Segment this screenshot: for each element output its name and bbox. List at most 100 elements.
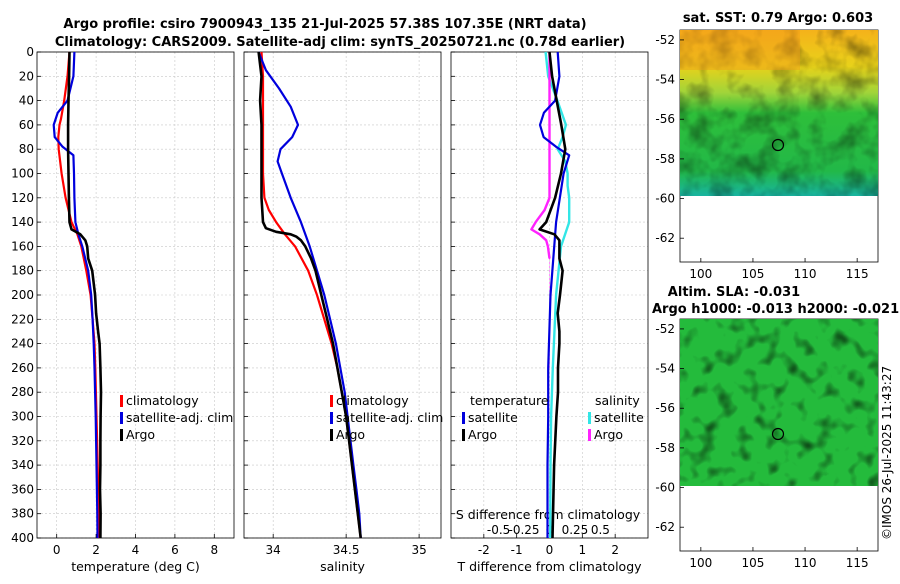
legend-argo-label: Argo [336,427,365,442]
sst-field-texture [680,30,878,196]
lat-tick-label: -62 [655,520,675,534]
legend-satellite-label: satellite-adj. clim [126,410,233,425]
lat-tick-label: -56 [655,112,675,126]
x-tick-label: 1 [579,543,587,557]
legend-satellite-label: satellite-adj. clim [336,410,443,425]
lon-tick-label: 105 [741,556,764,570]
legend-argo-swatch [330,429,333,441]
lat-tick-label: -60 [655,192,675,206]
lat-tick-label: -58 [655,441,675,455]
lon-tick-label: 115 [846,267,869,281]
y-tick-label: 140 [11,215,34,229]
sla-map: Altim. SLA: -0.031 Argo h1000: -0.013 h2… [652,285,899,570]
y-tick-label: 60 [19,118,34,132]
sla-map-title: Altim. SLA: -0.031 [668,285,800,300]
x-axis-label: salinity [320,559,365,574]
legend-climatology-swatch [120,395,123,407]
s-tick-label: -0.25 [509,523,540,537]
argo-line [66,51,103,539]
y-tick-label: 340 [11,458,34,472]
lat-tick-label: -60 [655,481,675,495]
y-tick-label: 100 [11,167,34,181]
y-tick-label: 300 [11,410,34,424]
lat-tick-label: -52 [655,322,675,336]
y-tick-label: 260 [11,361,34,375]
legend-t-argo-label: Argo [468,427,497,442]
y-tick-label: 160 [11,239,34,253]
y-tick-label: 40 [19,94,34,108]
sst-field-warm-patch [680,30,800,70]
legend-s-satellite-swatch [588,412,591,424]
s-tick-label: -0.5 [487,523,510,537]
lat-tick-label: -62 [655,231,675,245]
lon-tick-label: 110 [794,267,817,281]
legend-t-satellite-swatch [462,412,465,424]
y-tick-label: 380 [11,507,34,521]
legend-climatology-label: climatology [336,393,409,408]
t-satellite-line [538,51,571,538]
legend-s-argo-swatch [588,429,591,441]
lon-tick-label: 105 [741,267,764,281]
y-tick-label: 240 [11,337,34,351]
legend-argo-swatch [120,429,123,441]
x-tick-label: 8 [210,543,218,557]
y-tick-label: 360 [11,482,34,496]
lat-tick-label: -56 [655,401,675,415]
legend-s-argo-label: Argo [594,427,623,442]
argo-line [257,51,362,539]
lon-tick-label: 115 [846,556,869,570]
y-tick-label: 180 [11,264,34,278]
lon-tick-label: 110 [794,556,817,570]
x-tick-label: -1 [511,543,523,557]
y-tick-label: 0 [26,45,34,59]
s-argo-line [530,52,551,259]
figure-title-line2: Climatology: CARS2009. Satellite-adj cli… [55,35,625,50]
sst-argo-marker [771,138,785,152]
y-tick-label: 20 [19,69,34,83]
legend-climatology-swatch [330,395,333,407]
legend-temperature-title: temperature [470,393,549,408]
sla-map-title2: Argo h1000: -0.013 h2000: -0.021 [652,302,899,317]
y-tick-label: 80 [19,142,34,156]
lon-tick-label: 100 [689,556,712,570]
sst-map: sat. SST: 0.79 Argo: 0.603 100 105 110 115 -… [655,11,879,281]
x-tick-label: 6 [171,543,179,557]
sla-argo-marker [771,427,785,441]
x-tick-label: 4 [132,543,140,557]
lat-tick-label: -54 [655,362,675,376]
s-tick-label: 0.25 [562,523,589,537]
satellite-line [52,51,99,539]
x-tick-label: 34 [266,543,281,557]
sla-field-texture [680,319,878,486]
x-tick-label: 34.5 [333,543,360,557]
t-argo-line [538,51,567,539]
x-tick-label: 0 [546,543,554,557]
legend-t-satellite-label: satellite [468,410,518,425]
lon-tick-label: 100 [689,267,712,281]
legend-argo-label: Argo [126,427,155,442]
x-tick-label: -2 [478,543,490,557]
x-axis-label: T difference from climatology [456,559,642,574]
sst-map-title: sat. SST: 0.79 Argo: 0.603 [683,11,873,26]
legend-satellite-swatch [120,412,123,424]
y-tick-label: 320 [11,434,34,448]
temperature-panel: 0204060801001201401601802002202402602803… [11,45,235,574]
legend-t-argo-swatch [462,429,465,441]
s-satellite-line [544,51,571,539]
satellite-line [257,51,362,539]
x-axis-label: temperature (deg C) [71,559,200,574]
y-tick-label: 120 [11,191,34,205]
legend-satellite-swatch [330,412,333,424]
y-tick-label: 200 [11,288,34,302]
legend-climatology-label: climatology [126,393,199,408]
lat-tick-label: -58 [655,152,675,166]
x-tick-label: 0 [53,543,61,557]
figure-title-line1: Argo profile: csiro 7900943_135 21-Jul-2… [63,17,586,32]
y-tick-label: 400 [11,531,34,545]
y-tick-label: 220 [11,312,34,326]
y-tick-label: 280 [11,385,34,399]
watermark: ©IMOS 26-Jul-2025 11:43:27 [880,366,894,540]
x-tick-label: 35 [411,543,426,557]
